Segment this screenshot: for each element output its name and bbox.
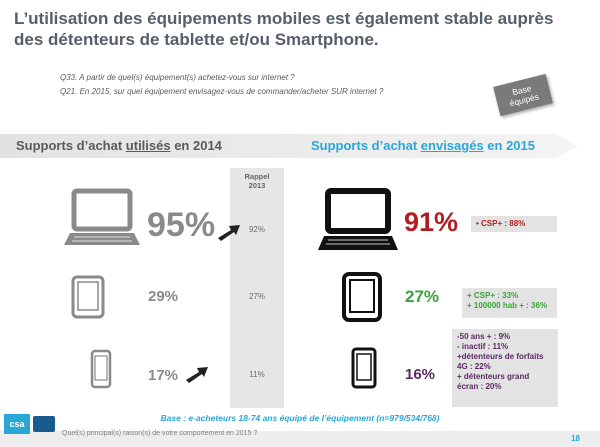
- header-2014-suffix: en 2014: [170, 138, 222, 153]
- header-2015-emph: envisagés: [420, 138, 484, 153]
- pct-2014-smartphone: 17%: [148, 367, 179, 384]
- smartphone-segment-box: -50 ans + : 9% - inactif : 11% +détenteu…: [452, 329, 558, 407]
- laptop-icon: [64, 188, 140, 245]
- trend-up-arrow-icon: [218, 225, 240, 241]
- header-2015: Supports d’achat envisagés en 2015: [311, 138, 535, 153]
- pct-2015-tablet: 27%: [405, 287, 440, 306]
- pct-2014-laptop: 95%: [147, 206, 216, 244]
- question-q33: Q33. A partir de quel(s) équipement(s) a…: [60, 73, 295, 82]
- trend-up-arrow-icon: [186, 367, 208, 383]
- header-2014-prefix: Supports d’achat: [16, 138, 126, 153]
- phone-segment-line: +détenteurs de forfaits: [457, 352, 544, 361]
- rappel-line2: 2013: [248, 181, 266, 190]
- header-2015-prefix: Supports d’achat: [311, 138, 421, 153]
- smartphone-icon: [90, 349, 112, 389]
- phone-segment-line: écran : 20%: [457, 382, 502, 391]
- laptop-icon: [318, 188, 398, 250]
- footer-question: Quel(s) principal(s) raison(s) de votre …: [62, 430, 258, 437]
- question-q21: Q21. En 2015, sur quel équipement envisa…: [60, 87, 384, 96]
- footer-bar: [0, 431, 600, 447]
- pct-2015-laptop: 91%: [404, 207, 459, 237]
- page-number: 18: [571, 434, 580, 443]
- partner-logo-icon: [33, 416, 55, 432]
- csa-logo: csa: [4, 414, 30, 434]
- pct-2013-smartphone: 11%: [249, 370, 265, 379]
- phone-segment-line: - inactif : 11%: [457, 342, 509, 351]
- pct-2013-laptop: 92%: [248, 225, 265, 234]
- tablet-segment-box: + CSP+ : 33% + 100000 hab + : 36%: [462, 288, 557, 318]
- header-arrow-banner: [0, 134, 578, 158]
- pct-2013-tablet: 27%: [248, 292, 265, 301]
- laptop-segment-box: • CSP+ : 88%: [471, 216, 557, 232]
- header-2014-emph: utilisés: [125, 138, 171, 153]
- tablet-segment-line: + 100000 hab + : 36%: [467, 301, 548, 310]
- header-2015-suffix: en 2015: [483, 138, 535, 153]
- phone-segment-line: + détenteurs grand: [457, 372, 530, 381]
- pct-2015-smartphone: 16%: [405, 366, 436, 383]
- rappel-label: Rappel 2013: [230, 172, 284, 190]
- pct-2014-tablet: 29%: [148, 288, 179, 305]
- phone-segment-line: -50 ans + : 9%: [457, 332, 511, 341]
- header-2014: Supports d’achat utilisés en 2014: [16, 138, 222, 153]
- tablet-icon: [342, 272, 382, 322]
- smartphone-icon: [351, 347, 377, 389]
- rappel-column: [230, 168, 284, 408]
- base-tag: Base équipés: [493, 73, 553, 117]
- tablet-segment-line: + CSP+ : 33%: [467, 291, 519, 300]
- rappel-line1: Rappel: [244, 172, 270, 181]
- slide-title: L’utilisation des équipements mobiles es…: [14, 9, 554, 49]
- tablet-icon: [71, 275, 105, 319]
- phone-segment-line: 4G : 22%: [457, 362, 491, 371]
- base-note: Base : e-acheteurs 18-74 ans équipé de l…: [160, 413, 440, 423]
